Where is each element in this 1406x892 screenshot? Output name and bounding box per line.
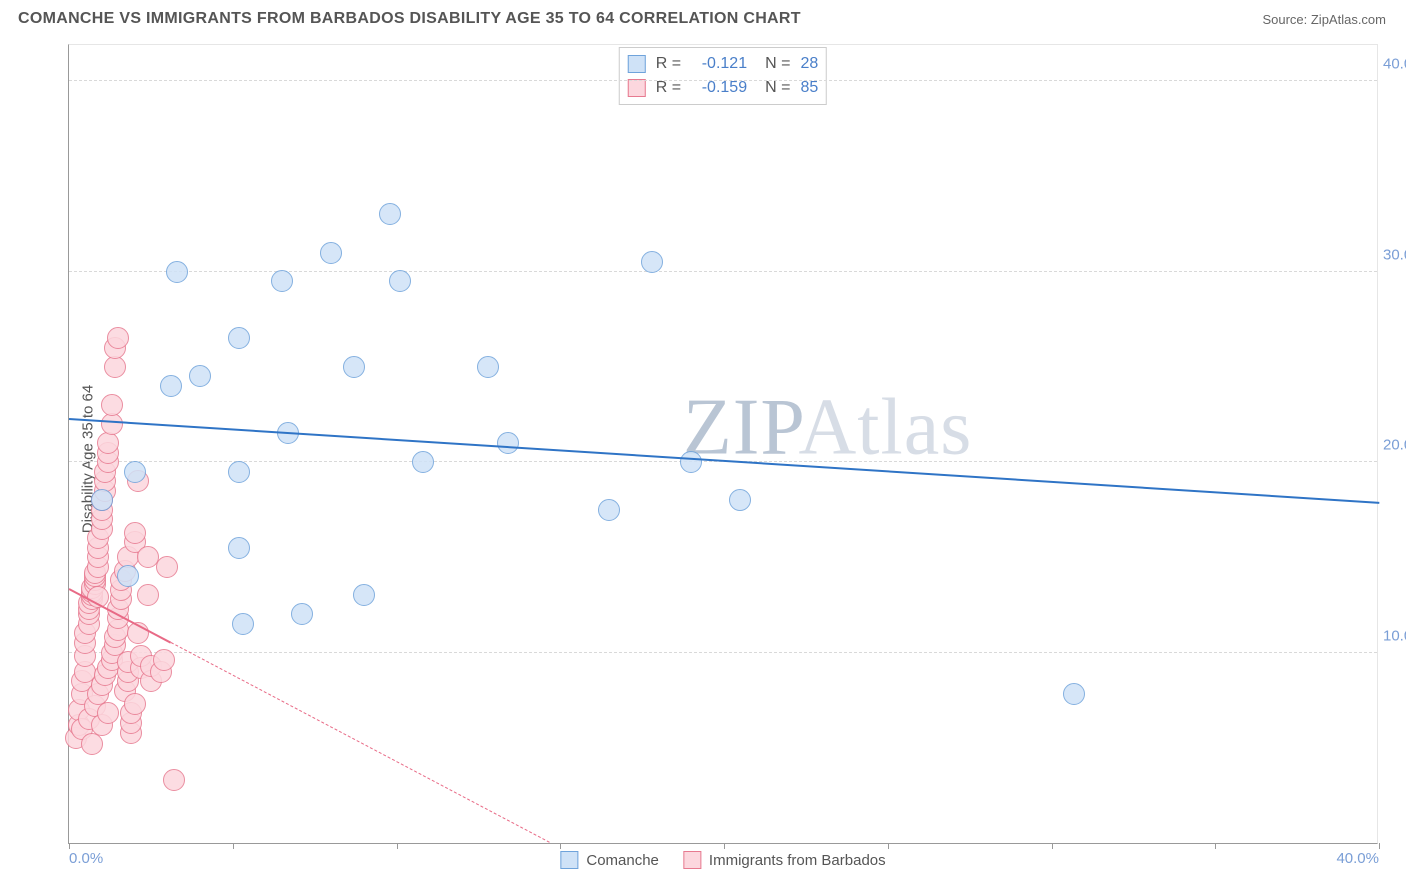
trend-line (170, 642, 549, 843)
x-tick (888, 843, 889, 849)
data-point (163, 769, 185, 791)
data-point (1063, 683, 1085, 705)
data-point (389, 270, 411, 292)
data-point (228, 327, 250, 349)
stat-n-value: 85 (800, 79, 818, 97)
stat-n-label: N = (765, 79, 790, 97)
data-point (137, 584, 159, 606)
data-point (353, 584, 375, 606)
data-point (291, 603, 313, 625)
legend-item: Immigrants from Barbados (683, 851, 886, 869)
data-point (729, 489, 751, 511)
source-prefix: Source: (1262, 12, 1310, 27)
data-point (104, 356, 126, 378)
x-tick (69, 843, 70, 849)
data-point (166, 261, 188, 283)
data-point (117, 565, 139, 587)
stat-r-value: -0.121 (691, 55, 747, 73)
legend-swatch (560, 851, 578, 869)
grid-line (69, 80, 1377, 81)
x-tick (1215, 843, 1216, 849)
legend-swatch (628, 55, 646, 73)
watermark-b: Atlas (799, 384, 973, 472)
legend-item: Comanche (560, 851, 659, 869)
chart-title: COMANCHE VS IMMIGRANTS FROM BARBADOS DIS… (18, 10, 801, 27)
x-tick (397, 843, 398, 849)
stat-r-label: R = (656, 55, 681, 73)
stat-n-label: N = (765, 55, 790, 73)
x-tick (1052, 843, 1053, 849)
data-point (101, 413, 123, 435)
x-tick (233, 843, 234, 849)
data-point (160, 375, 182, 397)
data-point (101, 394, 123, 416)
data-point (153, 649, 175, 671)
stat-r-value: -0.159 (691, 79, 747, 97)
legend-label: Comanche (586, 852, 659, 869)
data-point (228, 461, 250, 483)
data-point (598, 499, 620, 521)
data-point (91, 489, 113, 511)
data-point (124, 693, 146, 715)
source-attribution: Source: ZipAtlas.com (1262, 12, 1386, 27)
y-tick-label: 20.0% (1383, 437, 1406, 454)
data-point (412, 451, 434, 473)
data-point (680, 451, 702, 473)
grid-line (69, 652, 1377, 653)
source-link[interactable]: ZipAtlas.com (1311, 12, 1386, 27)
grid-line (69, 271, 1377, 272)
data-point (124, 461, 146, 483)
data-point (97, 432, 119, 454)
legend-swatch (683, 851, 701, 869)
legend-label: Immigrants from Barbados (709, 852, 886, 869)
data-point (232, 613, 254, 635)
data-point (271, 270, 293, 292)
y-tick-label: 30.0% (1383, 246, 1406, 263)
y-tick-label: 40.0% (1383, 56, 1406, 73)
data-point (477, 356, 499, 378)
stat-r-label: R = (656, 79, 681, 97)
data-point (343, 356, 365, 378)
x-tick (724, 843, 725, 849)
data-point (228, 537, 250, 559)
data-point (189, 365, 211, 387)
stats-legend-box: R = -0.121 N = 28 R = -0.159 N = 85 (619, 47, 827, 105)
x-tick (1379, 843, 1380, 849)
stats-row: R = -0.121 N = 28 (628, 52, 818, 76)
x-tick (560, 843, 561, 849)
data-point (156, 556, 178, 578)
y-tick-label: 10.0% (1383, 627, 1406, 644)
data-point (379, 203, 401, 225)
scatter-chart: ZIPAtlas R =-0.121N =28R =-0.159N =85 Co… (68, 44, 1378, 844)
stat-n-value: 28 (800, 55, 818, 73)
x-tick-label-left: 0.0% (69, 850, 103, 867)
data-point (81, 733, 103, 755)
x-tick-label-right: 40.0% (1336, 850, 1379, 867)
data-point (107, 327, 129, 349)
legend-swatch (628, 79, 646, 97)
data-point (97, 702, 119, 724)
legend-bottom: Comanche Immigrants from Barbados (560, 851, 885, 869)
data-point (641, 251, 663, 273)
data-point (124, 522, 146, 544)
data-point (497, 432, 519, 454)
data-point (320, 242, 342, 264)
